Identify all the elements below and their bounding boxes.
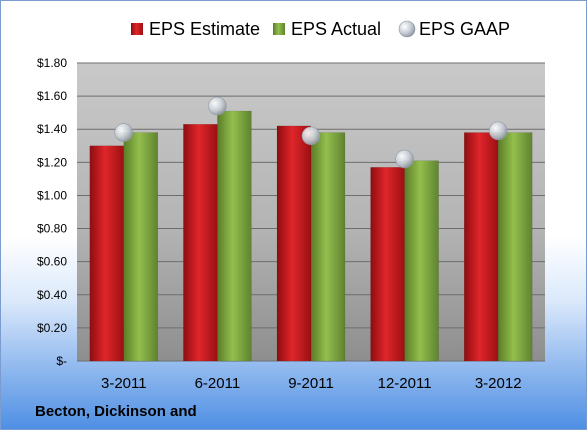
legend-item: EPS Estimate [131, 19, 260, 39]
legend-label: EPS Actual [291, 19, 381, 39]
marker-eps-gaap [208, 96, 227, 116]
y-tick-label: $1.20 [37, 155, 67, 169]
bar-eps-actual [404, 160, 439, 362]
legend: EPS Estimate EPS Actual EPS GAAP [131, 19, 510, 39]
bar-eps-estimate [183, 124, 218, 362]
bar-eps-estimate [463, 132, 499, 362]
gaap-markers [114, 96, 508, 169]
marker-eps-gaap [114, 123, 134, 142]
bar-eps-estimate [276, 125, 312, 362]
bar-eps-actual [310, 132, 346, 362]
x-category-label: 12-2011 [378, 375, 432, 392]
legend-swatch [398, 20, 416, 38]
y-tick-label: $0.20 [37, 321, 67, 335]
legend-swatch [273, 23, 285, 35]
marker-eps-gaap [301, 126, 321, 146]
x-category-label: 3-2011 [101, 375, 147, 392]
x-category-label: 6-2011 [195, 375, 241, 392]
legend-label: EPS GAAP [419, 19, 510, 39]
company-name: Becton, Dickinson and [35, 403, 197, 420]
y-tick-label: $1.60 [37, 89, 67, 103]
y-tick-label: $1.80 [37, 56, 67, 70]
y-tick-label: $- [56, 354, 67, 368]
marker-eps-gaap [488, 121, 508, 141]
x-category-label: 9-2011 [288, 375, 334, 392]
y-tick-label: $1.40 [37, 122, 67, 136]
y-tick-label: $0.60 [37, 255, 67, 269]
y-tick-label: $0.40 [37, 288, 67, 302]
bar-eps-actual [123, 132, 159, 362]
x-category-label: 3-2012 [475, 375, 522, 392]
legend-label: EPS Estimate [149, 19, 260, 39]
bars [89, 110, 533, 362]
legend-swatch [131, 23, 143, 35]
y-tick-label: $0.80 [37, 222, 67, 236]
y-tick-label: $1.00 [37, 188, 67, 202]
bar-eps-actual [497, 132, 533, 362]
bar-eps-estimate [370, 167, 405, 362]
bar-eps-estimate [89, 145, 125, 362]
x-axis-categories: 3-2011 6-2011 9-2011 12-2011 3-2012 [101, 375, 522, 392]
marker-eps-gaap [395, 149, 414, 169]
y-axis-ticks: $- $0.20 $0.40 $0.60 $0.80 $1.00 $1.20 $1.40 $1.… [37, 56, 67, 368]
bar-eps-actual [217, 110, 252, 362]
legend-item: EPS Actual [273, 19, 381, 39]
legend-item: EPS GAAP [398, 19, 510, 39]
